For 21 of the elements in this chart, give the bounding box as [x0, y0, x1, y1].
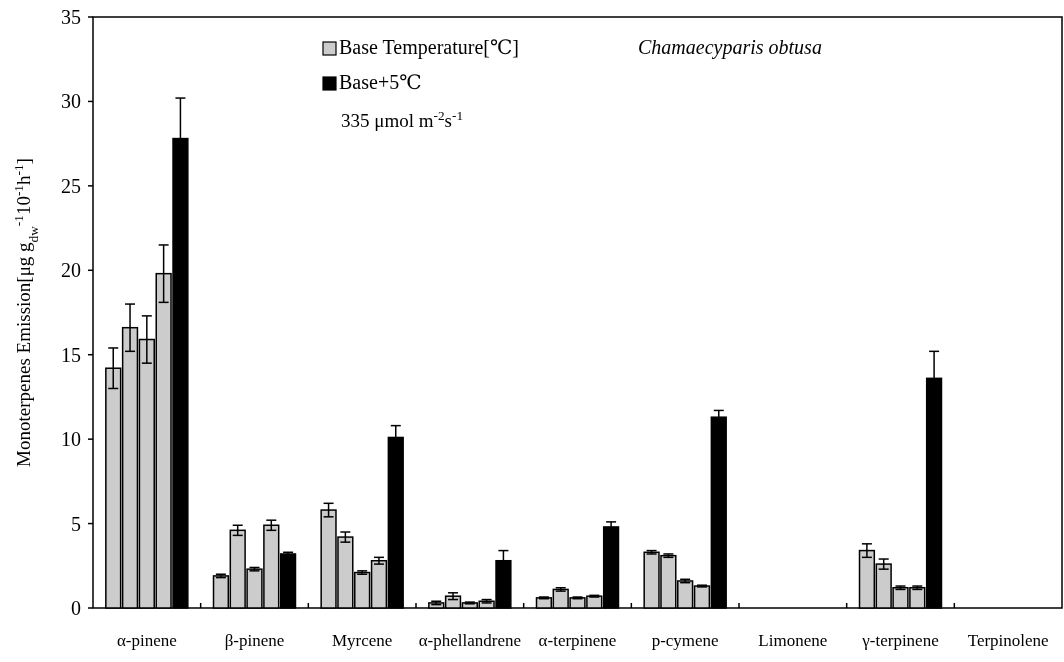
y-tick-label: 5: [71, 512, 81, 535]
x-tick-label: β-pinene: [224, 631, 285, 650]
y-tick-label: 35: [61, 6, 81, 28]
y-tick-label: 15: [61, 343, 81, 366]
legend-label: Base Temperature[℃]: [339, 36, 519, 59]
annotation: 335 μmol m$^{-2}$s$^{-1}$: [341, 107, 464, 131]
y-tick-label: 10: [61, 428, 81, 451]
x-tick-label: α-terpinene: [538, 631, 617, 650]
y-tick-label: 30: [61, 90, 81, 113]
x-tick-label: Myrcene: [331, 631, 393, 650]
annotation: Chamaecyparis obtusa: [638, 36, 822, 59]
x-tick-label: α-phellandrene: [418, 631, 522, 650]
x-tick-label: γ-terpinene: [861, 631, 939, 650]
x-tick-label: Terpinolene: [967, 631, 1049, 650]
x-tick-label: α-pinene: [116, 631, 177, 650]
y-tick-label: 0: [71, 597, 81, 619]
x-tick-label: Limonene: [758, 631, 828, 650]
legend-label: Base+5℃: [339, 71, 422, 93]
y-tick-label: 25: [61, 174, 81, 197]
x-tick-label: p-cymene: [651, 631, 719, 650]
y-tick-label: 20: [61, 259, 81, 282]
